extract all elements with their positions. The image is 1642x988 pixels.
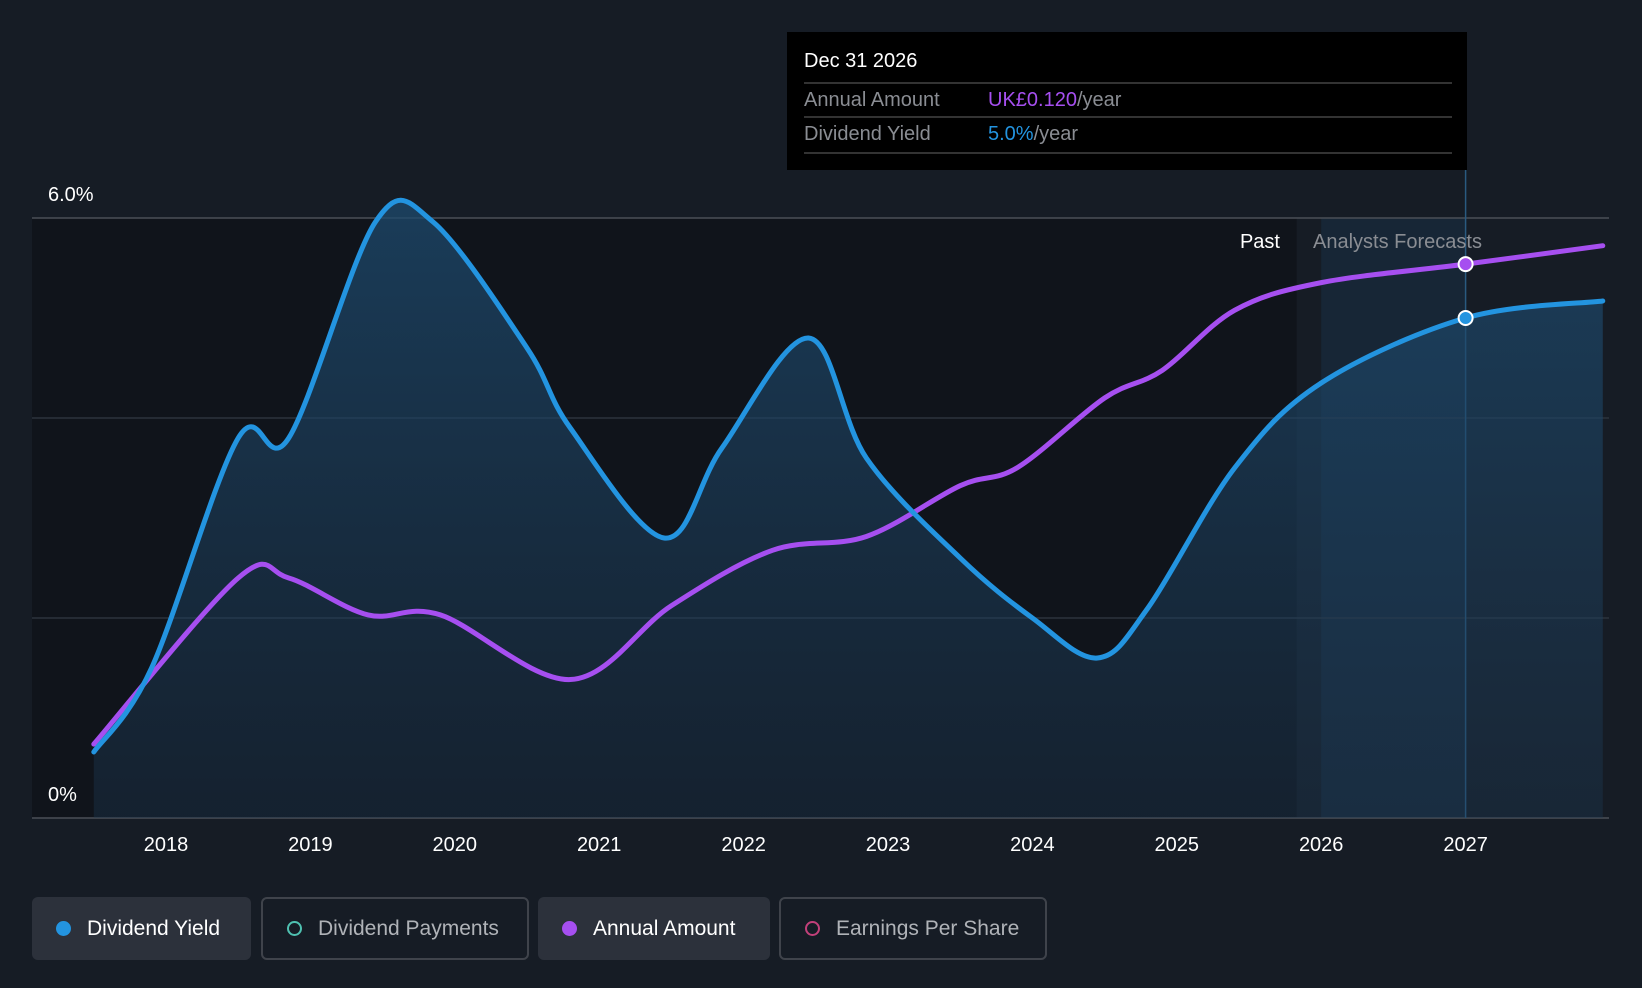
x-tick-label: 2026 (1299, 834, 1344, 856)
hollow-circle-icon (805, 921, 820, 936)
tooltip-value: UK£0.120 (988, 89, 1077, 111)
filled-circle-icon (562, 921, 577, 936)
dividend-yield-marker (1457, 310, 1474, 326)
tooltip-value: 5.0% (988, 123, 1034, 145)
filled-circle-icon (56, 921, 71, 936)
dividend-yield-line (91, 197, 1606, 755)
legend-label: Earnings Per Share (836, 916, 1020, 940)
dividend-yield-area (93, 200, 1603, 818)
x-tick-label: 2021 (577, 834, 622, 856)
x-tick-label: 2019 (288, 834, 333, 856)
tooltip-unit: /year (1076, 89, 1122, 111)
tooltip-label: Dividend Yield (804, 123, 931, 145)
x-tick-label: 2018 (144, 834, 189, 856)
legend-earnings-per-share[interactable]: Earnings Per Share (779, 897, 1047, 960)
x-tick-label: 2023 (866, 834, 911, 856)
legend-label: Annual Amount (593, 916, 736, 940)
past-label: Past (1239, 231, 1280, 253)
y-tick-label-min: 0% (48, 784, 77, 806)
x-tick-label: 2025 (1155, 834, 1200, 856)
legend-label: Dividend Payments (318, 916, 499, 940)
tooltip: Dec 31 2026 Annual Amount UK£0.120/year … (787, 32, 1467, 170)
y-tick-label-max: 6.0% (48, 184, 94, 206)
legend-annual-amount[interactable]: Annual Amount (538, 897, 770, 960)
tooltip-label: Annual Amount (804, 89, 940, 111)
x-tick-label: 2020 (433, 834, 478, 856)
annual-amount-line (91, 243, 1606, 747)
tooltip-date: Dec 31 2026 (804, 50, 918, 72)
x-tick-label: 2022 (721, 834, 766, 856)
hollow-circle-icon (287, 921, 302, 936)
legend-label: Dividend Yield (87, 916, 221, 940)
tooltip-unit: /year (1033, 123, 1079, 145)
x-tick-label: 2024 (1010, 834, 1055, 856)
legend-dividend-payments[interactable]: Dividend Payments (261, 897, 529, 960)
legend-dividend-yield[interactable]: Dividend Yield (32, 897, 251, 960)
forecast-label: Analysts Forecasts (1313, 231, 1482, 253)
tooltip-row-dividend-yield: Dividend Yield 5.0%/year (804, 116, 1452, 151)
tooltip-row-annual-amount: Annual Amount UK£0.120/year (804, 82, 1452, 117)
x-tick-label: 2027 (1443, 834, 1488, 856)
annual-amount-marker (1457, 256, 1474, 273)
